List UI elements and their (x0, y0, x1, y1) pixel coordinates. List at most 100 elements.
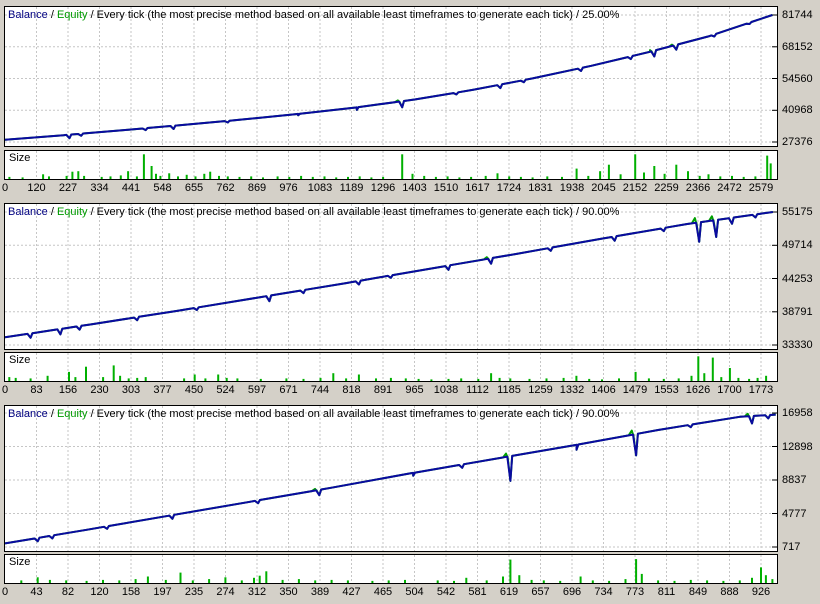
x-tick-label: 657 (531, 586, 550, 598)
x-tick-label: 1510 (433, 182, 459, 194)
x-tick-label: 1724 (496, 182, 522, 194)
x-tick-label: 818 (342, 384, 361, 396)
x-tick-label: 976 (279, 182, 298, 194)
x-tick-label: 581 (468, 586, 487, 598)
x-tick-label: 1083 (307, 182, 333, 194)
y-tick-label: 81744 (782, 9, 813, 21)
x-tick-label: 926 (751, 586, 771, 598)
x-tick-label: 83 (30, 384, 43, 396)
x-tick-label: 1553 (654, 384, 679, 396)
y-tick-label: 38791 (782, 305, 813, 318)
x-tick-label: 696 (562, 586, 582, 598)
y-tick-label: 68152 (782, 40, 813, 53)
y-tick-label: 40968 (782, 104, 813, 117)
x-tick-label: 524 (216, 384, 235, 396)
x-tick-label: 156 (58, 384, 78, 396)
x-tick-label: 0 (1, 586, 9, 598)
x-tick-label: 82 (61, 586, 75, 598)
x-tick-label: 1479 (622, 384, 648, 396)
x-tick-label: 1189 (339, 182, 364, 194)
size-label: Size (9, 354, 31, 366)
x-tick-label: 389 (310, 586, 330, 598)
x-tick-label: 450 (184, 384, 204, 396)
y-tick-label: 8837 (782, 474, 807, 486)
x-tick-label: 2366 (685, 182, 711, 194)
x-tick-label: 504 (405, 586, 424, 598)
balance-equity-plot-3 (5, 406, 777, 551)
x-tick-label: 465 (373, 586, 393, 598)
x-tick-label: 334 (90, 182, 109, 194)
x-tick-label: 230 (90, 384, 109, 396)
x-tick-label: 2152 (622, 182, 648, 194)
x-tick-label: 235 (184, 586, 204, 598)
x-tick-label: 1185 (497, 384, 521, 396)
x-tick-label: 619 (499, 586, 519, 598)
x-tick-label: 849 (688, 586, 708, 598)
x-tick-label: 312 (247, 586, 267, 598)
y-tick-label: 54560 (782, 72, 813, 85)
x-tick-label: 227 (58, 182, 78, 194)
y-tick-label: 4777 (782, 507, 807, 520)
y-tick-label: 44253 (782, 272, 813, 285)
x-tick-label: 597 (247, 384, 267, 396)
x-tick-label: 965 (405, 384, 424, 396)
x-tick-label: 350 (279, 586, 298, 598)
x-tick-label: 1617 (465, 182, 490, 194)
x-tick-label: 762 (216, 182, 235, 194)
x-tick-label: 811 (657, 586, 676, 598)
x-tick-label: 655 (184, 182, 204, 194)
size-bars-plot-1 (5, 151, 777, 179)
x-tick-label: 1332 (559, 384, 585, 396)
x-tick-label: 303 (121, 384, 141, 396)
size-bars-plot-3 (5, 555, 777, 583)
size-chart-3: Size (4, 554, 778, 584)
size-bars-plot-2 (5, 353, 777, 381)
x-tick-label: 671 (279, 384, 298, 396)
x-tick-label: 744 (310, 384, 330, 396)
x-tick-label: 274 (216, 586, 235, 598)
x-tick-label: 1112 (466, 384, 489, 396)
size-chart-1: Size (4, 150, 778, 180)
x-tick-label: 120 (27, 182, 46, 194)
x-tick-label: 734 (594, 586, 613, 598)
x-tick-label: 542 (436, 586, 456, 598)
x-tick-label: 1259 (528, 384, 553, 396)
y-tick-label: 16958 (782, 407, 813, 419)
balance-equity-chart-3: Balance / Equity / Every tick (the most … (4, 405, 778, 552)
x-tick-label: 891 (373, 384, 393, 396)
size-label: Size (9, 556, 31, 568)
x-tick-label: 888 (720, 586, 739, 598)
x-tick-label: 2259 (654, 182, 679, 194)
x-tick-label: 1403 (402, 182, 427, 194)
balance-equity-plot-2 (5, 204, 777, 349)
y-tick-label: 55175 (782, 206, 813, 218)
x-tick-label: 427 (342, 586, 361, 598)
y-tick-label: 33330 (782, 339, 813, 351)
x-tick-label: 2472 (717, 182, 742, 194)
x-tick-label: 1406 (591, 384, 616, 396)
x-tick-label: 1938 (559, 182, 585, 194)
x-tick-label: 548 (153, 182, 172, 194)
x-tick-label: 377 (153, 384, 172, 396)
y-tick-label: 27376 (782, 136, 813, 148)
y-tick-label: 717 (782, 541, 801, 553)
x-tick-label: 158 (121, 586, 141, 598)
x-tick-label: 1831 (528, 182, 553, 194)
x-tick-label: 1296 (370, 182, 396, 194)
x-tick-label: 869 (247, 182, 267, 194)
x-tick-label: 43 (30, 586, 43, 598)
x-tick-label: 1038 (433, 384, 459, 396)
x-tick-label: 1626 (685, 384, 711, 396)
y-tick-label: 12898 (782, 440, 813, 453)
balance-equity-chart-1: Balance / Equity / Every tick (the most … (4, 6, 778, 147)
balance-equity-plot-1 (5, 7, 777, 146)
x-tick-label: 2045 (591, 182, 616, 194)
x-tick-label: 2579 (748, 182, 774, 194)
balance-equity-chart-2: Balance / Equity / Every tick (the most … (4, 203, 778, 350)
x-tick-label: 441 (121, 182, 141, 194)
x-tick-label: 120 (90, 586, 109, 598)
x-tick-label: 0 (1, 182, 9, 194)
x-tick-label: 197 (153, 586, 172, 598)
x-tick-label: 773 (625, 586, 645, 598)
